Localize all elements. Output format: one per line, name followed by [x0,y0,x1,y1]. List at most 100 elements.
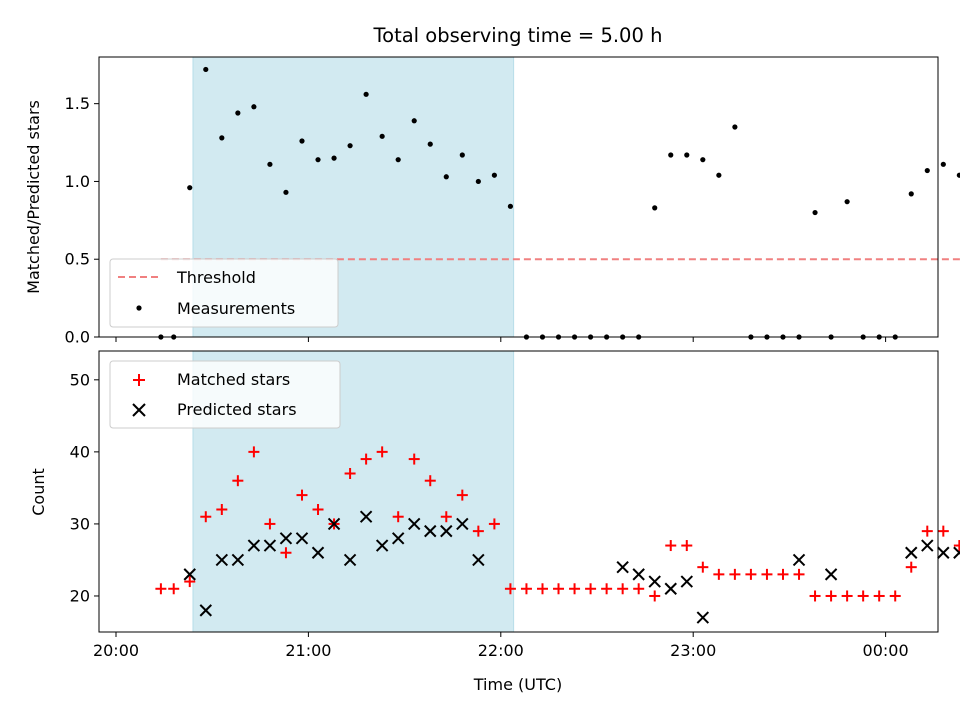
predicted-star-point [440,524,453,538]
matched-star-point [553,583,565,595]
measurement-point [427,141,433,147]
bottom-legend-box [109,360,341,429]
matched-star-point [264,518,276,530]
x-tick-label: 20:00 [93,641,139,660]
matched-star-point [232,475,244,487]
measurement-point [315,157,321,163]
predicted-star-point [295,532,309,545]
top-y-ticks: 0.0 0.5 1.0 1.5 [65,94,99,347]
matched-star-point [155,583,167,595]
predicted-star-point [311,546,325,559]
predicted-star-point [792,553,806,567]
top-legend-box [109,258,339,328]
matched-star-point [280,547,292,559]
matched-star-point [472,525,484,537]
measurement-point [187,185,193,191]
top-panel: 0.0 0.5 1.0 1.5 Matched/Predicted stars Thr… [24,56,960,347]
predicted-star-point [247,539,261,552]
measurement-point [267,161,273,167]
predicted-star-point [953,546,960,559]
matched-star-point [408,453,420,465]
bottom-y-ticks: 20 30 40 50 [70,370,99,605]
predicted-star-point [456,517,469,531]
y-tick-label: 40 [70,442,90,461]
matched-star-point [729,568,741,580]
matched-star-point [360,453,372,465]
x-tick-label: 00:00 [863,641,909,660]
bottom-axes-frame [98,350,939,633]
predicted-star-point [263,539,277,552]
measurement-point [716,172,722,178]
matched-star-point [665,540,677,552]
predicted-star-point [408,517,421,531]
matched-star-point [649,590,661,602]
bottom-x-ticks: 20:0021:0022:0023:0000:0001:0002:0003:00… [93,632,909,660]
predicted-star-point [343,553,357,567]
predicted-star-point [664,582,677,595]
measurement-point [652,205,658,211]
predicted-star-point [424,524,437,538]
matched-star-point [761,568,773,580]
predicted-star-point [231,553,245,567]
top-axes-frame [98,56,939,338]
legend-measurements-label: Measurements [177,299,295,318]
measurement-point [956,172,960,178]
legend-measurements-swatch [136,305,142,311]
matched-star-point [841,590,853,602]
matched-star-point [601,583,613,595]
predicted-star-point [921,539,934,552]
predicted-star-point [472,553,485,567]
predicted-star-point [680,575,693,588]
measurement-point [732,124,738,130]
predicted-star-point [199,604,212,617]
matched-star-point [825,590,837,602]
chart-title: Total observing time = 5.00 h [373,24,663,47]
count-points [155,446,960,624]
measurement-point [924,167,930,174]
matched-star-point [857,590,869,602]
matched-star-point [777,568,789,580]
measurement-point [283,189,289,195]
matched-star-point [809,590,821,602]
top-x-ticks [115,337,887,342]
measurement-point [684,152,690,158]
matched-star-point [697,561,709,573]
legend-predicted-swatch [132,403,146,417]
measurement-point [507,203,514,209]
bottom-y-axis-label: Count [29,468,48,516]
matched-star-point [585,583,597,595]
predicted-star-point [359,510,373,523]
matched-star-point [168,583,180,595]
matched-star-point [520,583,532,595]
measurement-point [395,157,401,163]
matched-star-point [905,561,917,573]
measurement-point [411,118,417,124]
legend-threshold-label: Threshold [176,268,256,287]
top-legend: Threshold Measurements [109,258,339,328]
measurement-point [668,152,674,158]
matched-star-point [376,446,388,458]
predicted-star-point [824,568,838,581]
matched-star-point [488,518,500,530]
matched-star-point [681,540,693,552]
matched-star-point [536,583,548,595]
predicted-star-point [937,546,950,559]
y-tick-label: 50 [70,370,90,389]
measurement-point [363,91,369,97]
predicted-star-point [183,568,196,581]
predicted-star-point [616,560,629,574]
matched-star-point [344,467,356,479]
measurement-point [908,191,914,197]
matched-star-point [793,568,805,580]
matched-star-point [424,475,436,487]
matched-star-point [504,583,516,595]
matched-star-point [440,511,452,523]
measurement-point [235,110,241,116]
matched-star-point [617,583,629,595]
matched-star-point [713,568,725,580]
top-y-axis-label: Matched/Predicted stars [24,100,43,294]
y-tick-label: 30 [70,514,90,533]
measurement-point [812,209,818,216]
measurement-point [491,172,497,178]
measurement-point [331,155,337,161]
